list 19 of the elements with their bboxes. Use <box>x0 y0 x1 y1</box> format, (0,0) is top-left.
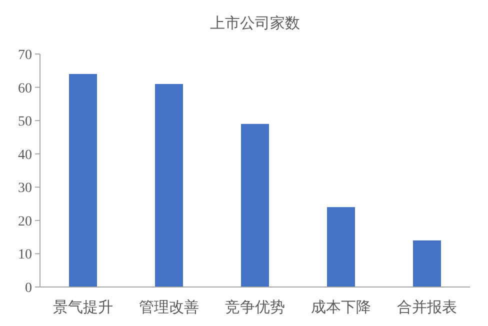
y-tick-label: 40 <box>18 148 32 163</box>
y-tick-label: 10 <box>18 248 32 263</box>
y-tick-label: 60 <box>18 81 32 96</box>
bar <box>327 207 355 287</box>
bar <box>241 124 269 287</box>
y-tick-label: 30 <box>18 181 32 196</box>
x-tick-label: 竞争优势 <box>225 299 285 316</box>
bar <box>155 84 183 287</box>
x-tick-label: 管理改善 <box>139 299 199 316</box>
bar <box>413 240 441 287</box>
x-tick-label: 成本下降 <box>311 299 371 316</box>
x-tick-label: 合并报表 <box>397 299 457 316</box>
y-tick-label: 20 <box>18 214 32 230</box>
bar <box>69 74 97 287</box>
chart-title: 上市公司家数 <box>210 15 300 32</box>
y-tick-label: 70 <box>18 48 32 63</box>
x-tick-label: 景气提升 <box>53 299 113 316</box>
y-tick-label: 0 <box>25 281 32 296</box>
y-tick-label: 50 <box>18 114 32 130</box>
